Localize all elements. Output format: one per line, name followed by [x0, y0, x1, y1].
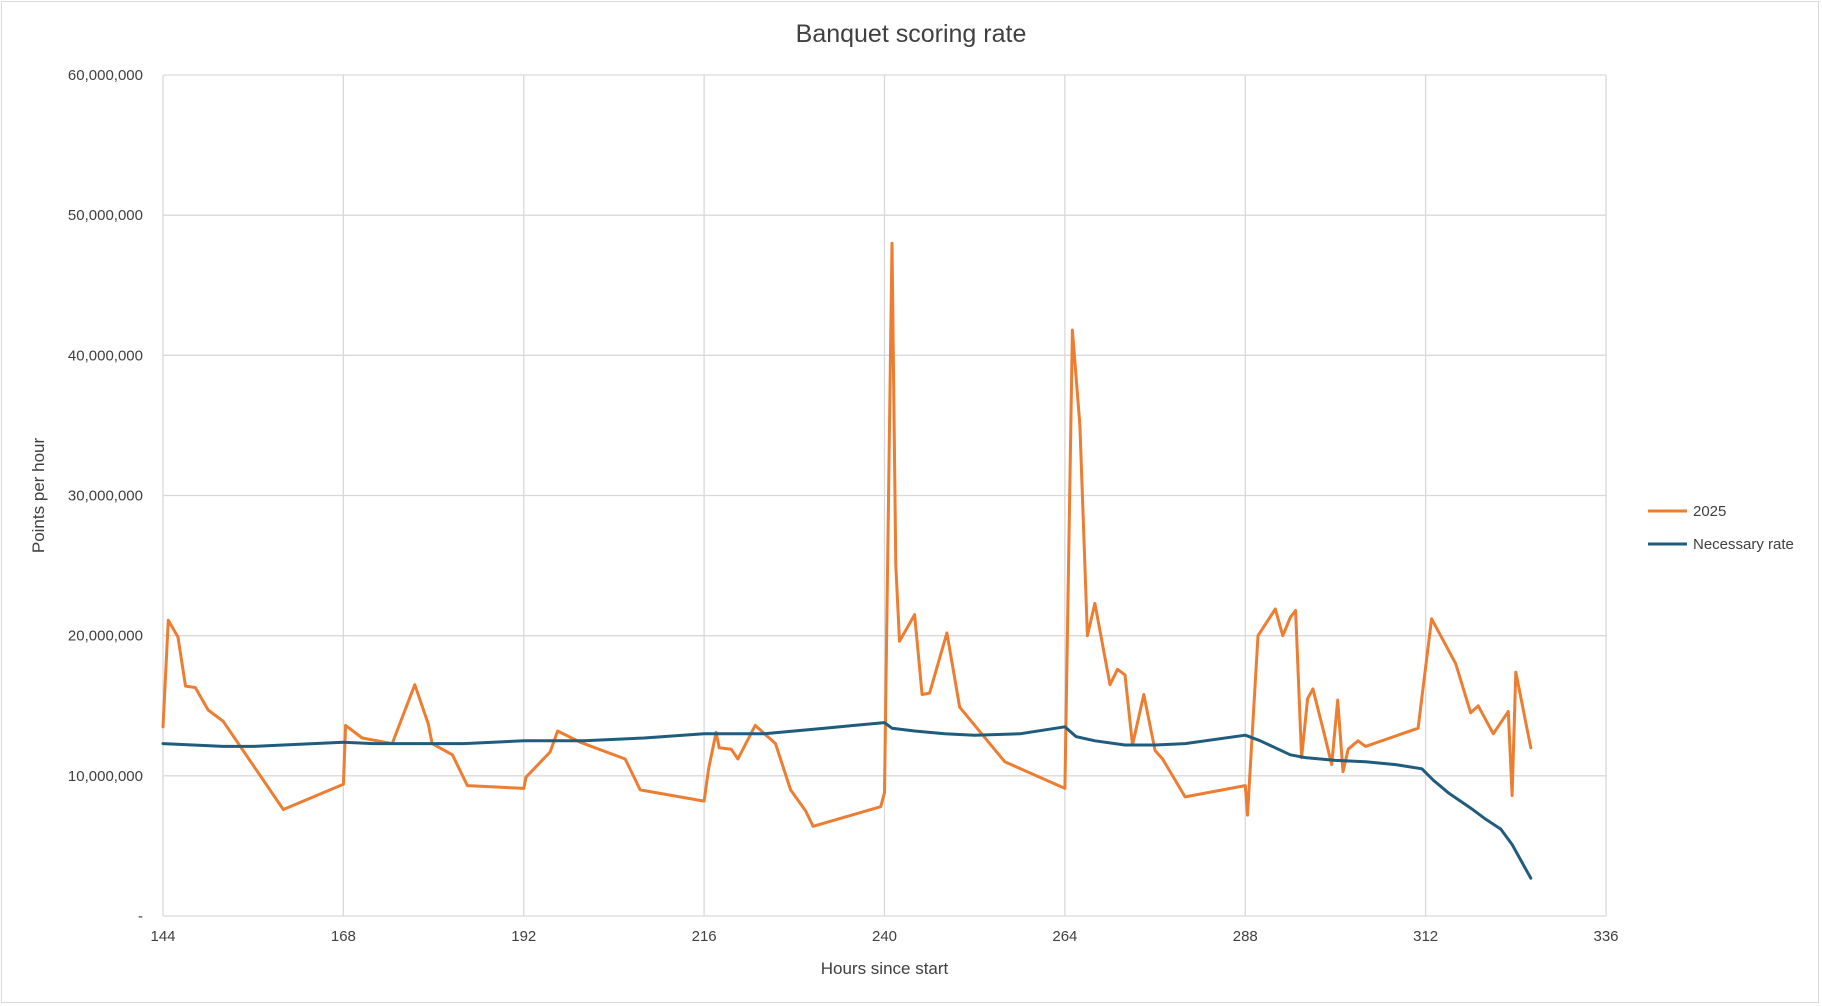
- x-tick-label: 312: [1413, 928, 1438, 945]
- series-lines: [161, 241, 1533, 880]
- y-tick-label: 30,000,000: [68, 488, 143, 505]
- y-tick-label: 50,000,000: [68, 207, 143, 224]
- y-tick-label: 60,000,000: [68, 67, 143, 84]
- x-tick-label: 192: [511, 928, 536, 945]
- y-axis-title: Points per hour: [29, 438, 48, 554]
- x-tick-label: 288: [1233, 928, 1258, 945]
- legend-label: Necessary rate: [1693, 536, 1794, 553]
- y-tick-label: 20,000,000: [68, 628, 143, 645]
- y-axis-ticks: - 10,000,000 20,000,000 30,000,000 40,000,00…: [68, 67, 143, 925]
- x-tick-label: 144: [150, 928, 175, 945]
- y-tick-label: 10,000,000: [68, 768, 143, 785]
- x-tick-label: 240: [872, 928, 897, 945]
- x-tick-label: 264: [1052, 928, 1077, 945]
- series-line-2025: [161, 241, 1533, 828]
- x-axis-title: Hours since start: [821, 959, 949, 978]
- y-tick-label: 40,000,000: [68, 347, 143, 364]
- x-tick-label: 336: [1593, 928, 1618, 945]
- y-tick-label: -: [138, 908, 143, 925]
- legend: 2025 Necessary rate: [1648, 503, 1794, 553]
- x-tick-label: 216: [692, 928, 717, 945]
- x-tick-label: 168: [331, 928, 356, 945]
- chart-title: Banquet scoring rate: [796, 20, 1027, 48]
- x-axis-ticks: 144 168 192 216 240 264 288 312 336: [150, 928, 1618, 945]
- legend-label: 2025: [1693, 503, 1726, 520]
- series-line-necessary-rate: [161, 721, 1533, 880]
